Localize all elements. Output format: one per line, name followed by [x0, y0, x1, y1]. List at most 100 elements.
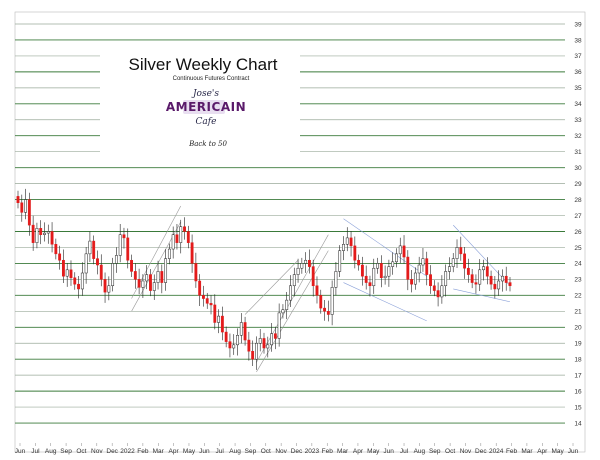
- chart-title: Silver Weekly Chart: [129, 55, 278, 74]
- trend-line: [256, 250, 329, 373]
- candle-down: [92, 240, 96, 259]
- candle-up: [46, 231, 50, 234]
- candle-down: [69, 269, 73, 279]
- x-tick-label: Oct: [76, 448, 86, 455]
- trend-line: [343, 282, 427, 322]
- y-tick-label: 39: [574, 21, 582, 28]
- y-tick-label: 21: [574, 309, 582, 316]
- y-tick-label: 16: [574, 388, 582, 395]
- candle-down: [77, 283, 80, 290]
- candle-down: [202, 295, 205, 299]
- y-tick-label: 27: [574, 213, 582, 220]
- candle-up: [236, 335, 239, 346]
- candle-up: [167, 248, 171, 259]
- x-tick-label: Jun: [568, 448, 579, 455]
- candle-up: [65, 269, 69, 277]
- x-tick-label: Jul: [31, 448, 40, 455]
- x-tick-label: Jul: [216, 448, 225, 455]
- x-tick-label: Nov: [460, 448, 472, 455]
- plot-frame: [14, 11, 586, 453]
- candle-down: [353, 245, 357, 261]
- x-tick-label: Nov: [91, 448, 103, 455]
- y-tick-label: 15: [574, 404, 582, 411]
- x-tick-label: Mar: [337, 448, 349, 455]
- candle-down: [323, 307, 326, 312]
- x-tick-label: Oct: [261, 448, 271, 455]
- candle-up: [372, 267, 376, 287]
- x-tick-label: May: [183, 448, 196, 455]
- x-tick-label: Jun: [15, 448, 26, 455]
- candle-up: [285, 299, 289, 310]
- x-tick-label: Feb: [137, 448, 149, 455]
- tagline: Back to 50: [188, 140, 227, 148]
- y-tick-label: 22: [574, 293, 582, 300]
- candle-up: [217, 315, 221, 323]
- candle-up: [266, 344, 270, 349]
- candle-down: [319, 295, 323, 309]
- candle-up: [300, 263, 304, 269]
- candle-up: [398, 245, 402, 255]
- candle-up: [383, 275, 387, 279]
- candle-down: [73, 277, 77, 285]
- candle-down: [186, 231, 190, 243]
- candle-up: [342, 244, 345, 251]
- y-tick-label: 23: [574, 277, 582, 284]
- candle-down: [213, 304, 217, 323]
- x-tick-label: Feb: [322, 448, 334, 455]
- candle-up: [270, 333, 273, 346]
- y-tick-label: 37: [574, 53, 582, 60]
- candle-up: [330, 287, 334, 315]
- x-tick-label: Sep: [429, 448, 441, 455]
- candle-down: [183, 226, 186, 232]
- candle-up: [391, 261, 395, 267]
- x-tick-label: Jul: [400, 448, 409, 455]
- logo-americain: AMERICAIN: [166, 100, 246, 114]
- candle-up: [304, 259, 308, 264]
- candle-up: [277, 312, 281, 339]
- candle-down: [406, 256, 410, 280]
- candle-down: [474, 282, 478, 285]
- x-tick-label: Nov: [275, 448, 287, 455]
- logo-cafe: Cafe: [196, 117, 217, 127]
- candle-down: [160, 271, 164, 283]
- candle-up: [334, 271, 338, 288]
- candle-up: [387, 266, 391, 277]
- candle-down: [504, 275, 508, 283]
- trend-line: [453, 288, 511, 303]
- candle-down: [326, 311, 330, 315]
- x-tick-label: Jun: [383, 448, 394, 455]
- candle-up: [296, 267, 300, 275]
- americain-cafe-logo: Jose's AMERICAIN Cafe: [166, 89, 246, 127]
- candle-up: [107, 285, 111, 293]
- candle-up: [24, 199, 27, 213]
- candle-up: [478, 269, 482, 285]
- candlestick-series: [16, 188, 512, 370]
- y-tick-label: 18: [574, 356, 582, 363]
- candle-up: [164, 258, 168, 283]
- candle-up: [152, 282, 156, 291]
- candle-up: [179, 226, 183, 243]
- candle-down: [470, 274, 474, 283]
- candle-down: [508, 282, 512, 287]
- candle-down: [54, 244, 58, 255]
- candle-up: [141, 280, 145, 288]
- candle-down: [466, 267, 470, 275]
- candle-down: [459, 247, 463, 255]
- candle-down: [39, 228, 43, 235]
- candle-up: [289, 285, 292, 301]
- candle-up: [111, 263, 115, 287]
- candle-down: [425, 258, 429, 275]
- candle-up: [395, 253, 398, 263]
- candle-down: [307, 259, 311, 267]
- candle-down: [198, 280, 202, 296]
- candle-down: [209, 303, 213, 306]
- candle-down: [130, 259, 133, 272]
- candle-up: [482, 266, 485, 271]
- x-tick-label: Dec: [106, 448, 118, 455]
- y-tick-label: 29: [574, 181, 582, 188]
- candle-up: [84, 253, 88, 274]
- candle-up: [281, 309, 285, 314]
- candle-down: [262, 338, 266, 349]
- candle-up: [413, 272, 417, 285]
